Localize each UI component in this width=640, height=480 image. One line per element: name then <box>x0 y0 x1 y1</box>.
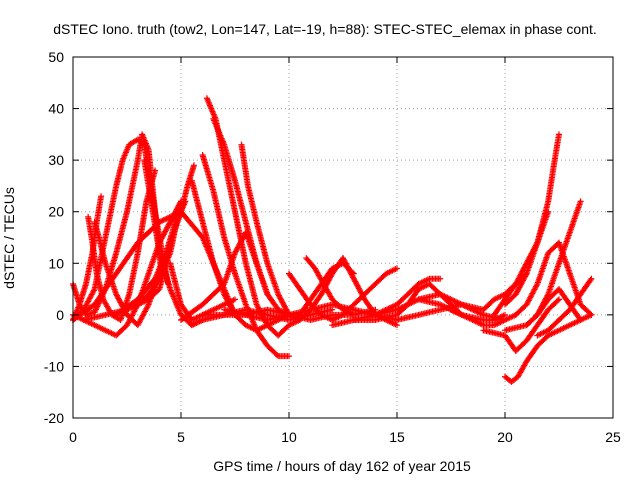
x-tick-label: 25 <box>605 429 621 445</box>
x-tick-label: 20 <box>497 429 513 445</box>
data-point <box>152 167 159 174</box>
data-point <box>178 198 184 205</box>
y-tick-label: 40 <box>48 101 64 117</box>
y-tick-label: 10 <box>48 255 64 271</box>
data-point <box>232 296 238 303</box>
x-tick-label: 10 <box>281 429 297 445</box>
data-points-layer <box>70 95 595 385</box>
y-tick-label: 50 <box>48 49 64 65</box>
x-tick-label: 15 <box>389 429 405 445</box>
y-axis-label: dSTEC / TECUs <box>1 187 17 289</box>
y-tick-label: -20 <box>44 410 64 426</box>
data-series <box>167 260 238 324</box>
data-point <box>90 287 97 294</box>
data-series <box>85 167 159 324</box>
data-series <box>199 151 292 360</box>
y-tick-label: 30 <box>48 152 64 168</box>
x-tick-label: 5 <box>177 429 185 445</box>
data-point <box>144 302 151 309</box>
y-tick-label: 20 <box>48 204 64 220</box>
y-tick-label: -10 <box>44 358 64 374</box>
y-tick-label: 0 <box>56 307 64 323</box>
x-axis-label: GPS time / hours of day 162 of year 2015 <box>213 458 471 474</box>
data-point <box>190 162 197 169</box>
data-series <box>70 198 184 339</box>
chart-title: dSTEC Iono. truth (tow2, Lon=147, Lat=-1… <box>53 21 597 37</box>
data-series <box>113 198 184 318</box>
x-tick-label: 0 <box>69 429 77 445</box>
